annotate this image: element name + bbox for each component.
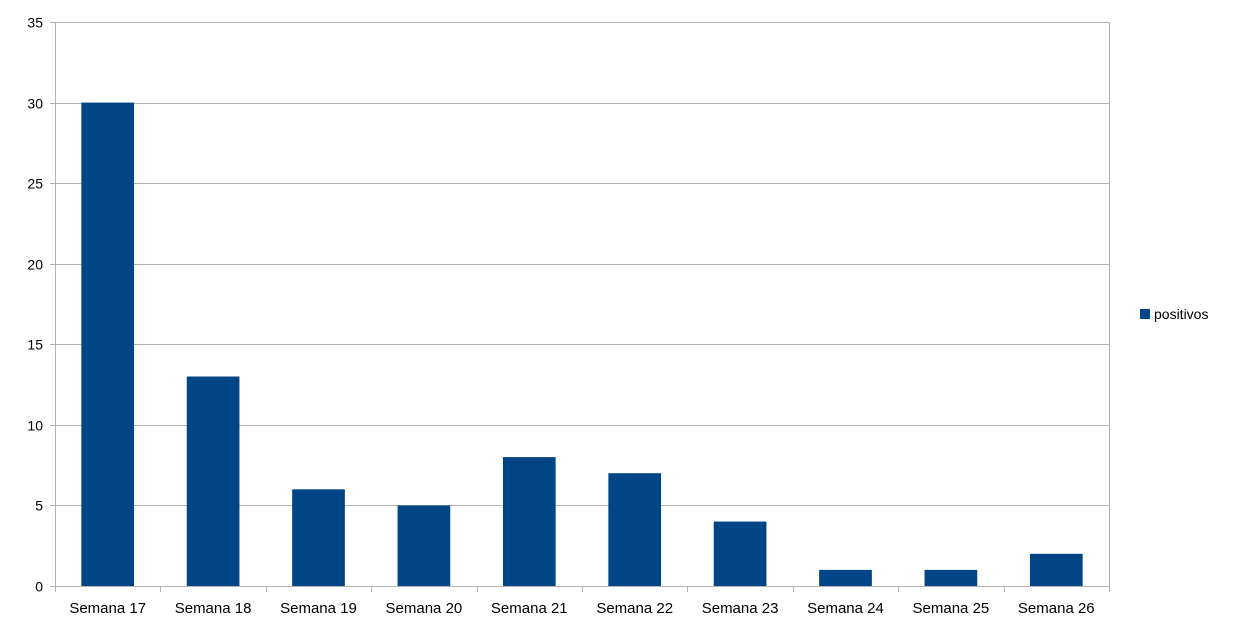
bar-semana-19 — [292, 489, 345, 586]
x-tick-label-semana-20: Semana 20 — [386, 600, 463, 617]
x-tick-label-semana-21: Semana 21 — [491, 600, 568, 617]
bar-semana-20 — [397, 505, 451, 586]
x-tick-label-semana-24: Semana 24 — [807, 600, 884, 617]
x-tick-label-semana-17: Semana 17 — [69, 600, 146, 617]
bar-semana-22 — [608, 473, 662, 586]
axes — [50, 22, 1110, 592]
x-tick-label-semana-25: Semana 25 — [913, 600, 990, 617]
x-tick-label-semana-19: Semana 19 — [280, 600, 357, 617]
legend-label-positivos: positivos — [1154, 306, 1209, 322]
bar-semana-21 — [502, 457, 556, 586]
bar-semana-24 — [819, 569, 872, 586]
bar-semana-26 — [1029, 553, 1083, 586]
legend-swatch-positivos — [1140, 309, 1150, 319]
bar-semana-17 — [81, 102, 135, 587]
y-tick-label-20: 20 — [27, 257, 43, 273]
y-tick-labels: 0 5 10 15 20 25 30 35 — [27, 15, 43, 595]
y-tick-label-5: 5 — [35, 498, 43, 514]
y-tick-label-0: 0 — [35, 579, 43, 595]
y-tick-label-30: 30 — [27, 96, 43, 112]
bars — [81, 102, 1083, 587]
y-tick-label-25: 25 — [27, 176, 43, 192]
x-tick-label-semana-18: Semana 18 — [175, 600, 252, 617]
y-tick-label-35: 35 — [27, 15, 43, 31]
x-tick-label-semana-26: Semana 26 — [1018, 600, 1095, 617]
y-tick-label-15: 15 — [27, 337, 43, 353]
bar-semana-23 — [713, 521, 767, 586]
x-tick-labels: Semana 17 Semana 18 Semana 19 Semana 20 Sema… — [69, 600, 1094, 617]
y-tick-label-10: 10 — [27, 418, 43, 434]
bar-semana-25 — [924, 569, 978, 586]
bar-semana-18 — [186, 376, 240, 586]
x-tick-label-semana-22: Semana 22 — [596, 600, 673, 617]
legend: positivos — [1140, 306, 1208, 322]
x-tick-label-semana-23: Semana 23 — [702, 600, 779, 617]
